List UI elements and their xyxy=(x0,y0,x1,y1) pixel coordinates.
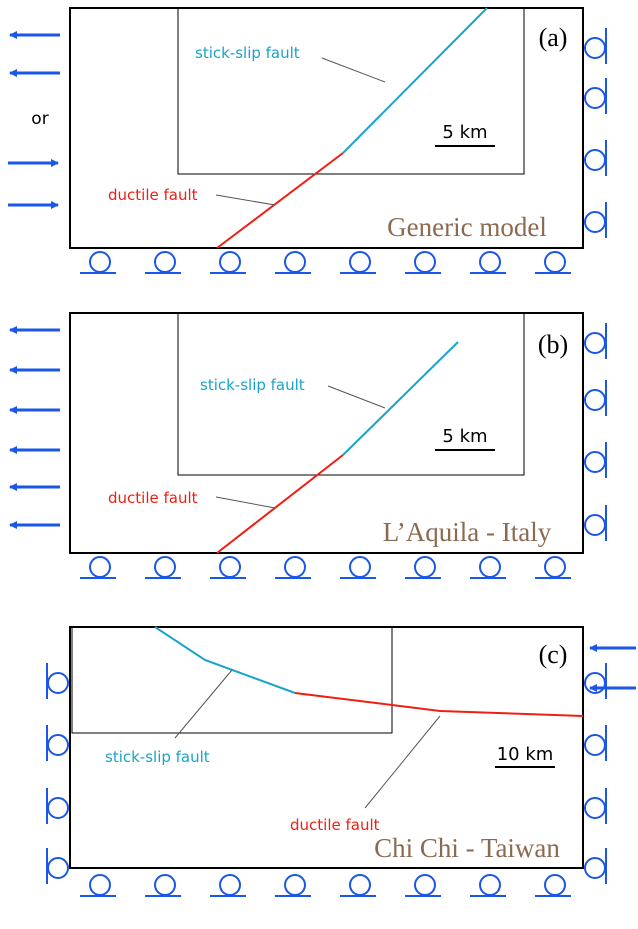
ductile-label: ductile fault xyxy=(108,186,198,204)
ductile-fault xyxy=(295,693,583,716)
ductile-label: ductile fault xyxy=(290,816,380,834)
roller xyxy=(48,858,68,878)
scale-label: 5 km xyxy=(442,426,487,447)
scale-label: 5 km xyxy=(442,122,487,143)
roller xyxy=(585,673,605,693)
roller xyxy=(285,875,305,895)
stick-slip-fault xyxy=(155,627,295,693)
roller xyxy=(585,212,605,232)
ductile-label: ductile fault xyxy=(108,489,198,507)
roller xyxy=(480,557,500,577)
figure: stick-slip fault ductile fault 5 km (a) Gene… xyxy=(0,0,638,929)
roller xyxy=(350,252,370,272)
roller xyxy=(585,390,605,410)
or-label: or xyxy=(31,109,48,129)
roller xyxy=(90,252,110,272)
roller xyxy=(48,735,68,755)
inner-box xyxy=(178,8,524,174)
roller xyxy=(545,557,565,577)
roller xyxy=(585,452,605,472)
panel-label: (b) xyxy=(538,330,568,359)
roller xyxy=(90,875,110,895)
stick-slip-label: stick-slip fault xyxy=(195,44,300,62)
roller xyxy=(585,515,605,535)
roller xyxy=(350,875,370,895)
roller xyxy=(585,798,605,818)
leader-line xyxy=(216,497,275,508)
roller xyxy=(350,557,370,577)
roller xyxy=(285,557,305,577)
stick-slip-label: stick-slip fault xyxy=(200,376,305,394)
roller xyxy=(48,673,68,693)
panel-label: (c) xyxy=(539,640,568,669)
roller xyxy=(585,38,605,58)
roller xyxy=(285,252,305,272)
roller xyxy=(155,252,175,272)
roller xyxy=(480,875,500,895)
roller xyxy=(155,557,175,577)
roller xyxy=(585,858,605,878)
roller xyxy=(48,798,68,818)
ductile-fault xyxy=(217,153,343,248)
roller xyxy=(220,252,240,272)
panel-title: Generic model xyxy=(387,212,547,242)
leader-line xyxy=(365,716,440,808)
panel-title: L’Aquila - Italy xyxy=(383,517,552,547)
roller xyxy=(545,252,565,272)
inner-box xyxy=(72,627,392,733)
panel-title: Chi Chi - Taiwan xyxy=(374,833,560,863)
roller xyxy=(585,333,605,353)
roller xyxy=(585,150,605,170)
leader-line xyxy=(216,195,275,205)
stick-slip-label: stick-slip fault xyxy=(105,748,210,766)
roller xyxy=(585,88,605,108)
roller xyxy=(220,875,240,895)
scale-label: 10 km xyxy=(497,744,554,765)
roller xyxy=(415,557,435,577)
roller xyxy=(545,875,565,895)
roller xyxy=(480,252,500,272)
roller xyxy=(415,252,435,272)
roller xyxy=(415,875,435,895)
leader-line xyxy=(328,386,385,408)
roller xyxy=(220,557,240,577)
roller xyxy=(585,735,605,755)
ductile-fault xyxy=(217,455,343,553)
panel-label: (a) xyxy=(539,23,568,52)
leader-line xyxy=(175,670,232,738)
roller xyxy=(155,875,175,895)
roller xyxy=(90,557,110,577)
leader-line xyxy=(322,58,385,82)
diagram: stick-slip fault ductile fault 5 km (a) Gene… xyxy=(8,8,636,896)
